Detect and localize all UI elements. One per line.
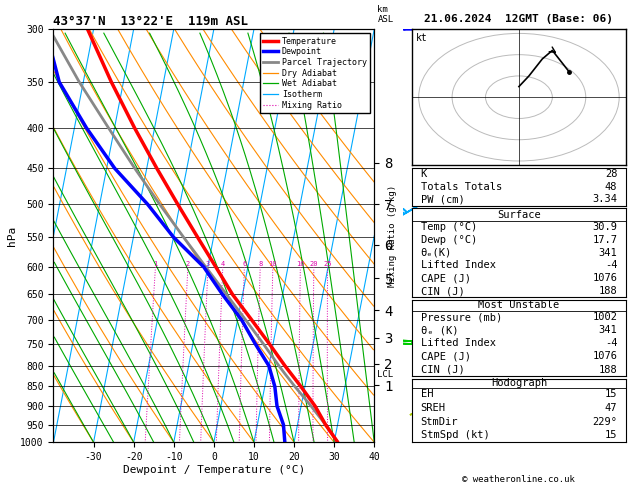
Text: Surface: Surface bbox=[497, 209, 541, 220]
Text: θₑ(K): θₑ(K) bbox=[421, 248, 452, 258]
Text: 341: 341 bbox=[599, 248, 617, 258]
Text: Hodograph: Hodograph bbox=[491, 378, 547, 388]
Text: 17.7: 17.7 bbox=[593, 235, 617, 245]
Text: EH: EH bbox=[421, 389, 433, 399]
Text: 1076: 1076 bbox=[593, 351, 617, 362]
Text: 4: 4 bbox=[221, 261, 225, 267]
Text: 10: 10 bbox=[269, 261, 277, 267]
Text: θₑ (K): θₑ (K) bbox=[421, 325, 458, 335]
Text: 2: 2 bbox=[186, 261, 190, 267]
Text: © weatheronline.co.uk: © weatheronline.co.uk bbox=[462, 474, 576, 484]
Text: 8: 8 bbox=[258, 261, 262, 267]
Y-axis label: hPa: hPa bbox=[8, 226, 18, 246]
Text: 229°: 229° bbox=[593, 417, 617, 427]
Text: 341: 341 bbox=[599, 325, 617, 335]
Text: Lifted Index: Lifted Index bbox=[421, 260, 496, 270]
Text: CAPE (J): CAPE (J) bbox=[421, 273, 470, 283]
Text: PW (cm): PW (cm) bbox=[421, 194, 464, 205]
Text: K: K bbox=[421, 169, 427, 179]
Text: LCL: LCL bbox=[377, 370, 394, 379]
Text: 6: 6 bbox=[242, 261, 247, 267]
Text: Dewp (°C): Dewp (°C) bbox=[421, 235, 477, 245]
Text: 28: 28 bbox=[605, 169, 617, 179]
Text: 21.06.2024  12GMT (Base: 06): 21.06.2024 12GMT (Base: 06) bbox=[425, 14, 613, 24]
Text: 48: 48 bbox=[605, 182, 617, 192]
Text: 3: 3 bbox=[206, 261, 210, 267]
Text: CIN (J): CIN (J) bbox=[421, 364, 464, 375]
Text: CAPE (J): CAPE (J) bbox=[421, 351, 470, 362]
Text: 43°37'N  13°22'E  119m ASL: 43°37'N 13°22'E 119m ASL bbox=[53, 15, 248, 28]
Text: StmSpd (kt): StmSpd (kt) bbox=[421, 431, 489, 440]
Legend: Temperature, Dewpoint, Parcel Trajectory, Dry Adiabat, Wet Adiabat, Isotherm, Mi: Temperature, Dewpoint, Parcel Trajectory… bbox=[260, 34, 370, 113]
Text: 1076: 1076 bbox=[593, 273, 617, 283]
Text: 1002: 1002 bbox=[593, 312, 617, 322]
Text: Mixing Ratio (g/kg): Mixing Ratio (g/kg) bbox=[388, 185, 397, 287]
Text: 15: 15 bbox=[605, 431, 617, 440]
Text: Temp (°C): Temp (°C) bbox=[421, 222, 477, 232]
Text: 188: 188 bbox=[599, 364, 617, 375]
Text: kt: kt bbox=[416, 33, 428, 43]
Text: 20: 20 bbox=[309, 261, 318, 267]
Text: 15: 15 bbox=[605, 389, 617, 399]
Text: Pressure (mb): Pressure (mb) bbox=[421, 312, 502, 322]
Text: 47: 47 bbox=[605, 403, 617, 413]
Text: 188: 188 bbox=[599, 286, 617, 296]
Text: 25: 25 bbox=[323, 261, 332, 267]
Text: 30.9: 30.9 bbox=[593, 222, 617, 232]
Text: Totals Totals: Totals Totals bbox=[421, 182, 502, 192]
Text: StmDir: StmDir bbox=[421, 417, 458, 427]
Text: -4: -4 bbox=[605, 338, 617, 348]
Text: Lifted Index: Lifted Index bbox=[421, 338, 496, 348]
Text: Most Unstable: Most Unstable bbox=[478, 300, 560, 310]
Text: 16: 16 bbox=[296, 261, 304, 267]
Text: CIN (J): CIN (J) bbox=[421, 286, 464, 296]
Text: SREH: SREH bbox=[421, 403, 445, 413]
Text: 1: 1 bbox=[153, 261, 158, 267]
Text: -4: -4 bbox=[605, 260, 617, 270]
Text: km
ASL: km ASL bbox=[377, 5, 394, 24]
X-axis label: Dewpoint / Temperature (°C): Dewpoint / Temperature (°C) bbox=[123, 465, 305, 475]
Text: 3.34: 3.34 bbox=[593, 194, 617, 205]
